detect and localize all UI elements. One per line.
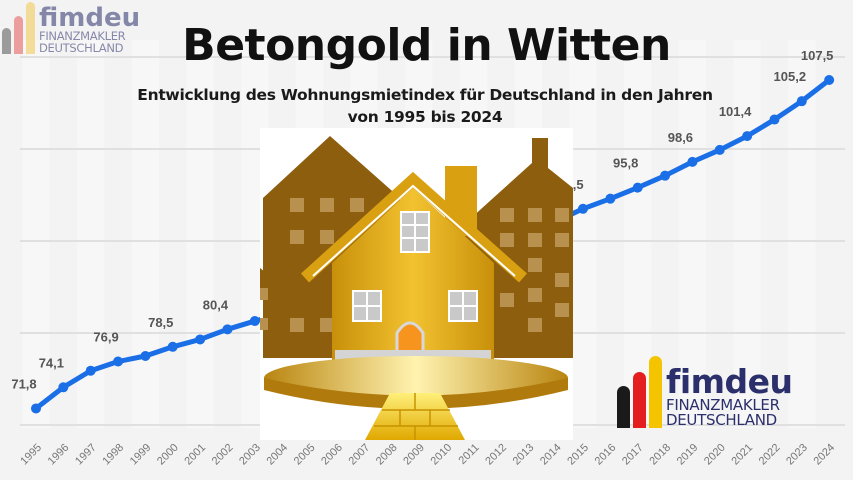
svg-text:107,5: 107,5 [801,48,834,63]
svg-text:2013: 2013 [511,442,537,468]
svg-text:2004: 2004 [264,442,290,468]
logo-line-1: FINANZMAKLER [666,396,780,414]
svg-text:2007: 2007 [347,442,373,468]
svg-text:2006: 2006 [319,442,345,468]
x-axis-ticks: 1995 1996 1997 1998 1999 2000 2001 2002 2003 2004… [18,442,837,468]
logo-top-left: fimdeu FINANZMAKLER DEUTSCHLAND [2,2,140,54]
svg-text:2015: 2015 [565,442,591,468]
golden-house-illustration [260,128,573,440]
chart-title: Betongold in Witten [182,20,671,71]
svg-text:1995: 1995 [18,442,44,468]
svg-text:2024: 2024 [811,442,837,468]
logo-brand: fimdeu [666,362,793,401]
svg-text:2023: 2023 [784,442,810,468]
svg-text:95,8: 95,8 [613,156,638,171]
svg-text:76,9: 76,9 [93,330,118,345]
svg-text:2005: 2005 [292,442,318,468]
logo-line-2: DEUTSCHLAND [39,40,124,55]
svg-text:78,5: 78,5 [148,315,173,330]
svg-text:71,8: 71,8 [11,376,36,391]
logo-line-2: DEUTSCHLAND [666,411,777,429]
svg-text:2012: 2012 [483,442,509,468]
svg-text:2001: 2001 [182,442,208,468]
svg-text:2019: 2019 [675,442,701,468]
svg-text:1997: 1997 [73,442,99,468]
svg-text:2002: 2002 [210,442,236,468]
logo-bottom-right: fimdeu FINANZMAKLER DEUTSCHLAND [617,356,793,428]
logo-line-1: FINANZMAKLER [39,29,126,43]
svg-text:2003: 2003 [237,442,263,468]
svg-text:1999: 1999 [128,442,154,468]
svg-text:2018: 2018 [647,442,673,468]
logo-bars-icon [617,356,662,428]
svg-text:2021: 2021 [729,442,755,468]
subtitle-line-1: Entwicklung des Wohnungsmietindex für De… [137,86,713,104]
house-icon [260,136,573,440]
logo-brand: fimdeu [39,3,141,33]
logo-bars-icon [2,2,35,54]
svg-text:101,4: 101,4 [719,104,752,119]
svg-text:1998: 1998 [100,442,126,468]
chart-subtitle: Entwicklung des Wohnungsmietindex für De… [100,84,750,128]
subtitle-line-2: von 1995 bis 2024 [347,108,503,126]
svg-text:1996: 1996 [46,442,72,468]
svg-text:2000: 2000 [155,442,181,468]
svg-text:2014: 2014 [538,442,564,468]
svg-text:80,4: 80,4 [203,297,229,312]
svg-text:2017: 2017 [620,442,646,468]
svg-text:2008: 2008 [374,442,400,468]
svg-text:2009: 2009 [401,442,427,468]
svg-text:105,2: 105,2 [774,69,807,84]
svg-text:2011: 2011 [457,442,482,467]
svg-text:98,6: 98,6 [668,130,693,145]
svg-text:2022: 2022 [757,442,783,468]
svg-text:74,1: 74,1 [39,355,64,370]
svg-text:2020: 2020 [702,442,728,468]
svg-text:2010: 2010 [429,442,455,468]
svg-text:2016: 2016 [593,442,619,468]
